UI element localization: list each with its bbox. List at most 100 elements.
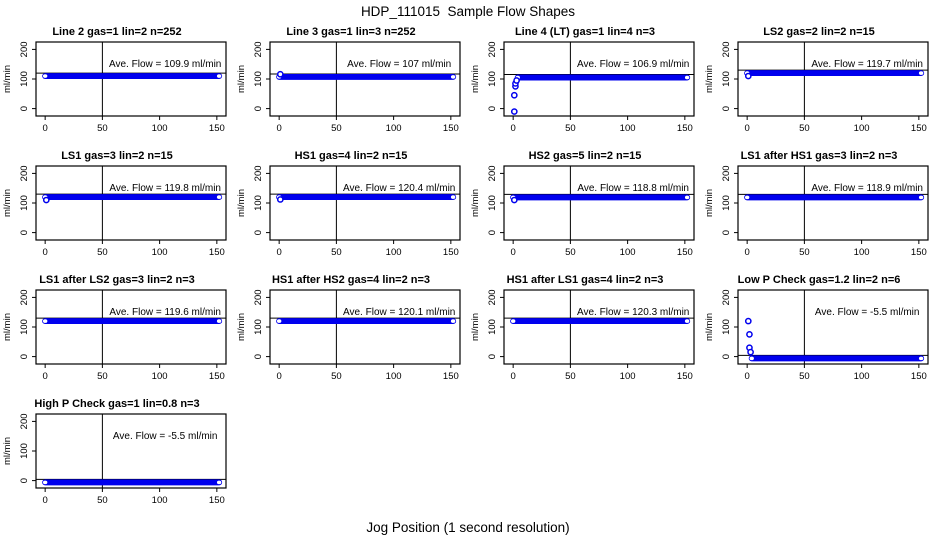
y-tick-label: 0	[19, 354, 30, 359]
x-axis-label: Jog Position (1 second resolution)	[366, 520, 570, 535]
band-endcap-right	[684, 319, 690, 323]
y-tick-label: 100	[487, 195, 498, 211]
y-tick-label: 200	[721, 289, 732, 305]
band-endcap-left	[42, 319, 48, 323]
x-tick-label: 50	[331, 123, 342, 134]
x-tick-label: 150	[443, 123, 459, 134]
panel-chart: 0 100 200 ml/min 0 50 100 150 Ave. Flow = 120.4 …	[236, 165, 461, 258]
outlier-point	[744, 72, 752, 80]
y-axis-title: ml/min	[236, 313, 247, 341]
plot-box	[503, 165, 695, 241]
data-band	[744, 70, 925, 77]
x-tick-label: 50	[97, 247, 108, 258]
x-tick-label: 150	[443, 371, 459, 382]
x-tick-label: 150	[209, 247, 225, 258]
data-band	[748, 355, 925, 362]
x-tick-label: 50	[565, 247, 576, 258]
ave-flow-annotation: Ave. Flow = 120.1 ml/min	[343, 307, 455, 318]
data-band	[276, 194, 457, 201]
ave-flow-annotation: Ave. Flow = 107 ml/min	[347, 59, 451, 70]
band-endcap-right	[918, 356, 924, 361]
band-endcap-right	[918, 71, 924, 75]
panel-title: HS1 gas=4 lin=2 n=15	[294, 150, 408, 162]
y-axis-title: ml/min	[704, 65, 715, 93]
plot-box	[269, 165, 461, 241]
data-band	[276, 73, 457, 80]
x-tick-label: 100	[386, 123, 402, 134]
x-tick-label: 0	[745, 247, 750, 258]
y-tick-label: 200	[721, 41, 732, 57]
y-tick-label: 100	[19, 443, 30, 459]
outlier-point	[744, 317, 752, 325]
y-tick-label: 100	[721, 71, 732, 87]
band-endcap-left	[749, 356, 754, 361]
flow-panel: LS1 after LS2 gas=3 lin=2 n=3 0 100 200 ml/m…	[0, 270, 234, 394]
x-tick-label: 0	[43, 495, 48, 506]
ave-flow-annotation: Ave. Flow = 119.8 ml/min	[109, 183, 221, 194]
y-tick-label: 0	[487, 354, 498, 359]
ave-flow-annotation: Ave. Flow = 119.6 ml/min	[109, 307, 221, 318]
y-tick-label: 200	[253, 165, 264, 181]
y-tick-label: 0	[487, 230, 498, 235]
y-axis-title: ml/min	[2, 437, 13, 465]
band-endcap-right	[216, 319, 222, 323]
panel-title: High P Check gas=1 lin=0.8 n=3	[34, 398, 200, 410]
y-tick-label: 0	[253, 230, 264, 235]
y-tick-label: 200	[253, 289, 264, 305]
panel-title: LS2 gas=2 lin=2 n=15	[763, 26, 875, 38]
x-tick-label: 50	[331, 247, 342, 258]
x-tick-label: 100	[386, 247, 402, 258]
x-tick-label: 100	[854, 247, 870, 258]
band-endcap-right	[684, 75, 690, 80]
ave-flow-annotation: Ave. Flow = -5.5 ml/min	[113, 431, 218, 442]
data-band	[510, 318, 691, 325]
x-tick-label: 150	[209, 371, 225, 382]
data-band	[510, 194, 691, 201]
band-endcap-left	[744, 195, 750, 200]
data-band	[744, 194, 925, 201]
band-endcap-left	[510, 319, 516, 323]
ave-flow-annotation: Ave. Flow = 118.9 ml/min	[811, 183, 923, 194]
flow-panel: LS1 gas=3 lin=2 n=15 0 100 200 ml/min 0 50 100 1…	[0, 146, 234, 270]
y-tick-label: 0	[19, 478, 30, 483]
x-tick-label: 100	[620, 123, 636, 134]
data-band	[276, 318, 457, 325]
y-axis-title: ml/min	[470, 65, 481, 93]
y-tick-label: 100	[19, 71, 30, 87]
panel-title: LS1 gas=3 lin=2 n=15	[61, 150, 173, 162]
panel-chart: 0 100 200 ml/min 0 50 100 150 Ave. Flow = 119.8 …	[2, 165, 227, 258]
panel-chart: 0 100 200 ml/min 0 50 100 150 Ave. Flow = 109.9 …	[2, 41, 227, 134]
outlier-point	[747, 348, 754, 356]
y-tick-label: 200	[19, 41, 30, 57]
x-tick-label: 100	[620, 371, 636, 382]
outlier-point	[42, 196, 50, 204]
panels-grid: Line 2 gas=1 lin=2 n=252 0 100 200 ml/min 0 50…	[0, 22, 936, 518]
band-endcap-left	[276, 319, 282, 323]
y-axis-title: ml/min	[2, 189, 13, 217]
band-endcap-right	[684, 195, 690, 200]
panel-title: HS1 after LS1 gas=4 lin=2 n=3	[506, 274, 664, 286]
x-tick-label: 0	[43, 371, 48, 382]
ave-flow-annotation: Ave. Flow = 120.3 ml/min	[577, 307, 689, 318]
y-tick-label: 0	[721, 230, 732, 235]
x-tick-label: 0	[43, 247, 48, 258]
x-tick-label: 50	[97, 123, 108, 134]
page-title: HDP_111015 Sample Flow Shapes	[360, 4, 576, 19]
flow-panel: Line 4 (LT) gas=1 lin=4 n=3 0 100 200 ml/min…	[468, 22, 702, 146]
y-axis-title: ml/min	[470, 189, 481, 217]
plot-box	[269, 289, 461, 365]
x-tick-label: 100	[854, 123, 870, 134]
y-tick-label: 0	[253, 354, 264, 359]
x-tick-label: 100	[386, 371, 402, 382]
plot-box	[35, 413, 227, 489]
x-tick-label: 150	[443, 247, 459, 258]
x-tick-label: 50	[565, 371, 576, 382]
panel-title: Line 3 gas=1 lin=3 n=252	[286, 26, 416, 38]
x-tick-label: 100	[152, 247, 168, 258]
band-endcap-right	[450, 195, 456, 199]
x-tick-label: 100	[152, 371, 168, 382]
band-endcap-right	[450, 75, 456, 79]
ave-flow-annotation: Ave. Flow = -5.5 ml/min	[815, 307, 920, 318]
x-tick-label: 150	[209, 123, 225, 134]
y-tick-label: 200	[487, 289, 498, 305]
